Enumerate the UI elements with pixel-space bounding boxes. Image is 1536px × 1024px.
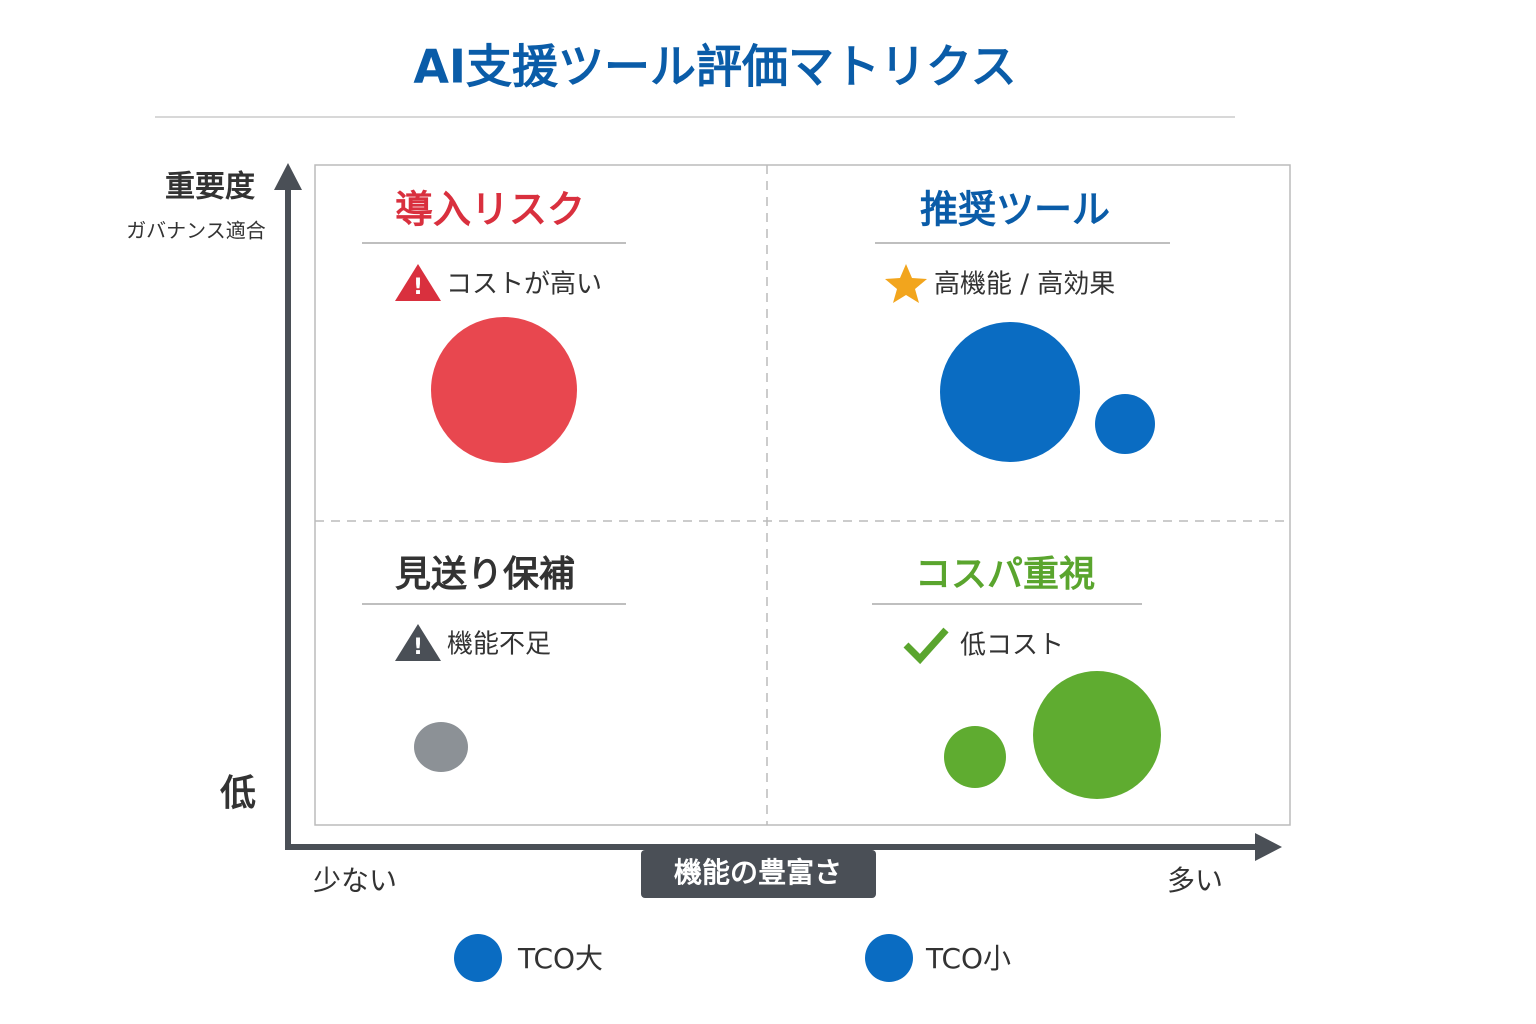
quadrant-note: 高機能 / 高効果 [934,270,1115,300]
legend-swatch [865,934,913,982]
legend-label: TCO大 [517,942,603,975]
x-axis-low: 少ない [313,864,397,897]
quadrant-note: 低コスト [960,631,1064,661]
arrowhead [274,163,302,190]
y-axis-sublabel: ガバナンス適合 [126,219,266,243]
x-axis-label-box [641,850,876,898]
legend-label: TCO小 [925,942,1011,975]
warning-icon: ! [413,635,423,660]
bubble [940,322,1080,462]
bubble [1095,394,1155,454]
y-axis-low: 低 [220,773,256,814]
warning-icon: ! [413,275,423,300]
bubble [414,722,468,772]
quadrant-note: 機能不足 [447,630,551,660]
warning-icon [395,264,441,301]
x-axis-high: 多い [1167,864,1223,897]
legend-swatch [454,934,502,982]
arrowhead [1255,833,1282,861]
check-icon [903,627,949,665]
bubble [1033,671,1161,799]
quadrant-title: コスパ重視 [915,554,1095,595]
quadrant-title: 推奨ツール [920,188,1110,232]
page-title: AI支援ツール評価マトリクス [413,40,1016,94]
x-axis-label: 機能の豊富さ [674,856,842,889]
warning-icon [395,624,441,661]
bubble [944,726,1006,788]
quadrant-title: 導入リスク [395,188,585,232]
quadrant-title: 見送り保補 [395,554,575,595]
star-icon [885,264,927,303]
quadrant-note: コストが高い [446,270,602,300]
bubble [431,317,577,463]
matrix-frame [314,164,1291,826]
y-axis-label: 重要度 [165,170,255,205]
